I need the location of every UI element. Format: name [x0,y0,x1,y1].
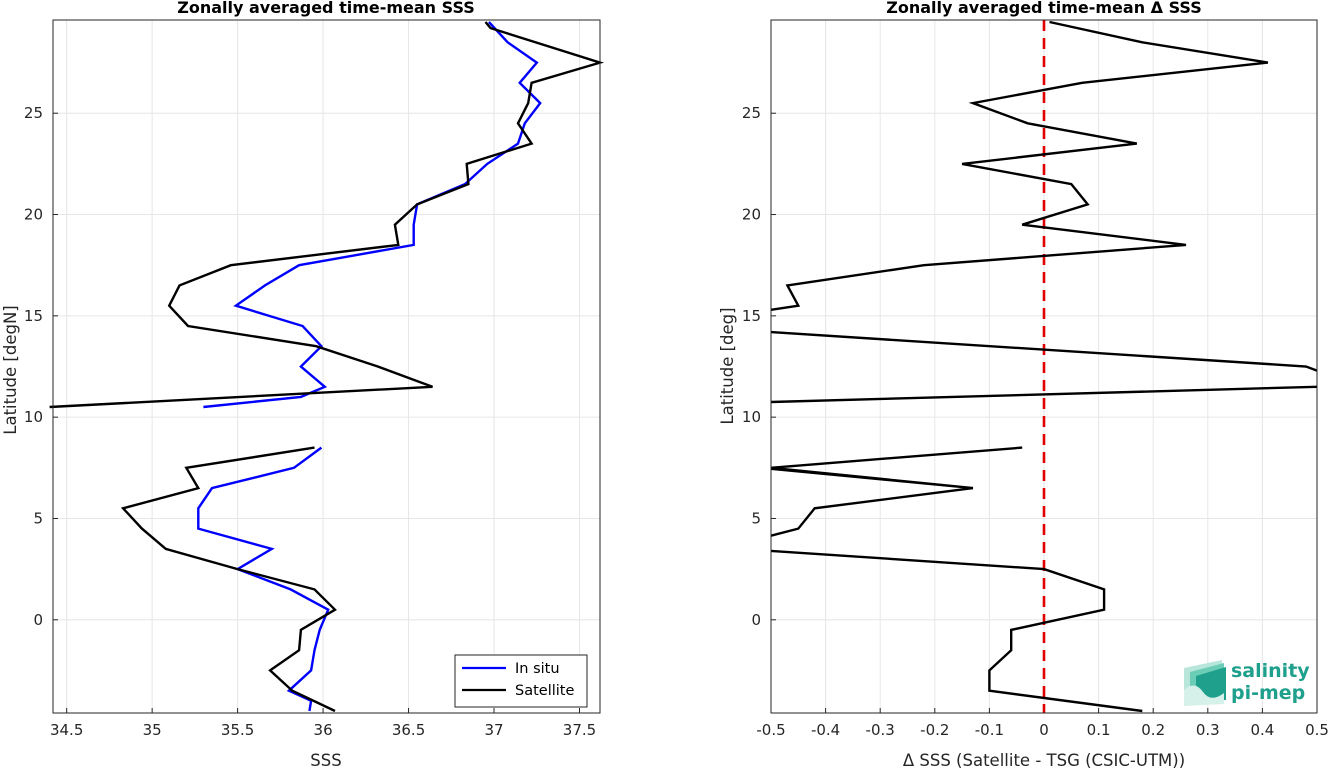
y-tick-label: 25 [24,104,43,122]
wave-logo-icon [1184,660,1226,706]
salinity-pi-mep-logo: salinity pi-mep [1184,660,1310,706]
series-lines [770,20,1318,713]
x-axis-label: SSS [310,751,341,769]
y-tick-label: 5 [33,509,43,527]
legend-box [454,654,588,708]
axes-frame [52,19,601,714]
x-tick-label: 0 [1039,721,1049,739]
y-tick-labels: 0 5 10 15 20 25 [24,104,43,629]
legend: In situ Satellite [454,654,588,708]
x-tick-label: 35.5 [221,721,254,739]
x-axis-label: Δ SSS (Satellite - TSG (CSIC-UTM)) [903,751,1185,769]
x-tick-label: -0.5 [756,721,785,739]
axes-frame [770,19,1318,714]
logo-text-line1: salinity [1231,660,1310,682]
y-tick-label: 0 [751,611,761,629]
x-tick-label: 0.2 [1141,721,1165,739]
y-tick-labels: 0 5 10 15 20 25 [742,104,761,629]
x-tick-label: -0.3 [866,721,895,739]
x-tick-labels: -0.5 -0.4 -0.3 -0.2 -0.1 0 0.1 0.2 0.3 0.4 0.5 [756,721,1329,739]
y-tick-label: 20 [24,206,43,224]
logo-text-line2: pi-mep [1231,682,1305,704]
y-axis-label: Latitude [degN] [1,305,20,434]
y-tick-label: 10 [742,408,761,426]
x-tick-label: 0.1 [1087,721,1111,739]
x-tick-label: 0.4 [1250,721,1274,739]
x-tick-label: 36 [314,721,333,739]
series-line-satellite [49,21,605,409]
x-tick-labels: 34.5 35 35.5 36 36.5 37 37.5 [50,721,596,739]
series-line-segment-1 [197,446,330,712]
series-line-in-situ [203,21,542,409]
x-tick-label: 34.5 [50,721,83,739]
series-line-segment-0 [770,20,1269,311]
y-tick-label: 10 [24,408,43,426]
delta-sss-profile-panel: -0.5 -0.4 -0.3 -0.2 -0.1 0 0.1 0.2 0.3 0.4 0.5 0 5 1… [718,0,1329,769]
chart-title: Zonally averaged time-mean Δ SSS [886,0,1202,17]
series-line-segment-4 [770,486,974,537]
x-tick-label: 0.3 [1196,721,1220,739]
y-tick-label: 15 [24,307,43,325]
series-line-segment-3 [770,446,1023,490]
x-tick-label: 36.5 [392,721,425,739]
legend-label-satellite: Satellite [515,683,574,699]
series-line-segment-5 [770,549,1143,713]
grid-lines [53,20,600,713]
x-tick-label: -0.1 [975,721,1004,739]
series-lines [49,21,605,713]
y-tick-label: 15 [742,307,761,325]
legend-label-in-situ: In situ [515,661,560,677]
y-tick-label: 0 [33,611,43,629]
x-tick-label: 37 [484,721,503,739]
series-line-segment-3 [120,446,337,713]
y-tick-label: 20 [742,206,761,224]
series-line-segment-1 [770,330,1318,372]
x-tick-label: 0.5 [1305,721,1329,739]
y-tick-label: 25 [742,104,761,122]
x-tick-label: -0.2 [920,721,949,739]
series-line-segment-2 [770,385,1318,404]
sss-profile-panel: 34.5 35 35.5 36 36.5 37 37.5 0 5 10 15 20 25 Zonall… [1,0,605,769]
x-tick-label: -0.4 [811,721,840,739]
chart-title: Zonally averaged time-mean SSS [177,0,475,17]
y-axis-label: Latitude [deg] [718,307,737,424]
x-tick-label: 37.5 [563,721,596,739]
x-tick-label: 35 [143,721,162,739]
y-tick-label: 5 [751,509,761,527]
